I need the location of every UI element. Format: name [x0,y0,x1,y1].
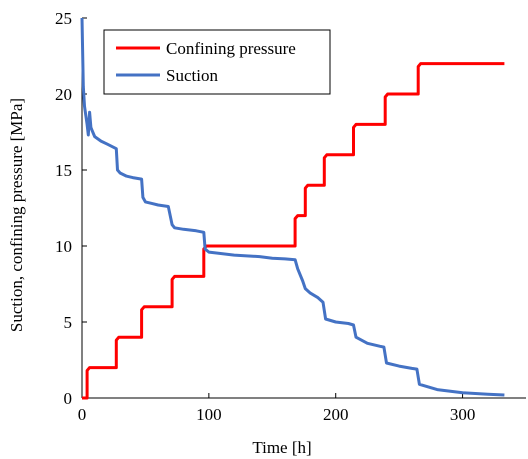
legend-label-suction: Suction [166,66,218,85]
series-layer [80,17,505,400]
y-tick-label: 15 [55,161,72,180]
x-axis-title: Time [h] [252,438,311,457]
y-tick-label: 0 [64,389,73,408]
x-tick-label: 100 [196,405,222,424]
series-line-confining-pressure [82,62,505,400]
y-tick-label: 20 [55,85,72,104]
y-tick-label: 5 [64,313,73,332]
legend-box [103,29,331,95]
legend: Confining pressure Suction [103,29,331,95]
y-tick-label: 25 [55,9,72,28]
ticks: 0 100 200 300 0 5 10 15 20 25 [55,9,475,424]
x-tick-label: 0 [78,405,87,424]
y-tick-label: 10 [55,237,72,256]
x-tick-label: 200 [323,405,349,424]
series-line-suction [80,17,505,397]
legend-label-confining-pressure: Confining pressure [166,39,296,58]
y-axis-title: Suction, confining pressure [MPa] [7,98,26,332]
x-tick-label: 300 [450,405,476,424]
